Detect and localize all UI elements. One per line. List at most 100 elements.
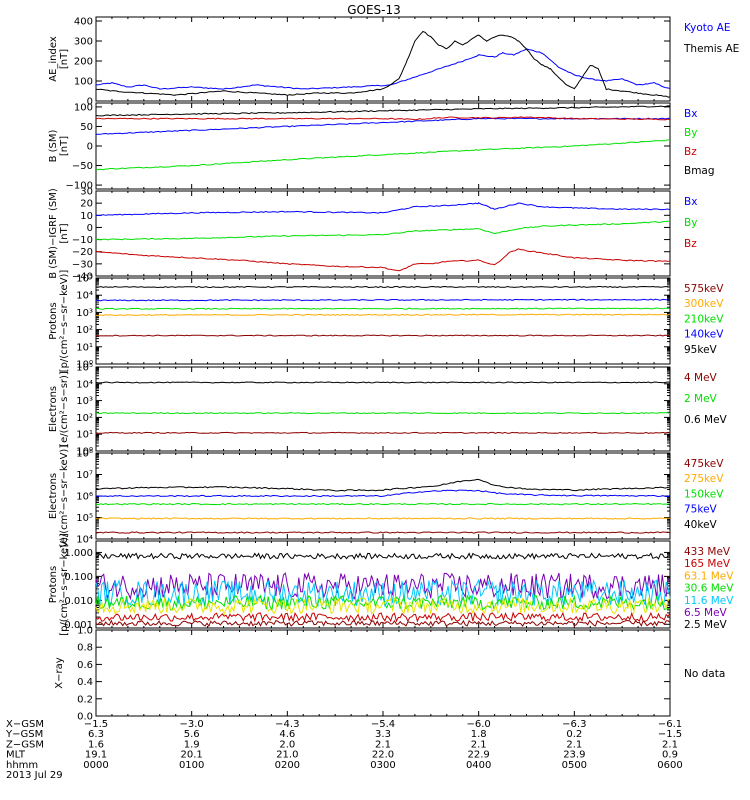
footer-value: 3.3 <box>375 729 391 740</box>
y-tick-label: 30 <box>80 187 93 198</box>
series-protons2-165-mev <box>95 611 671 623</box>
series-ae-themis-ae <box>95 30 671 98</box>
y-tick-label: 100 <box>74 102 93 113</box>
legend-kyoto-ae: Kyoto AE <box>684 22 730 34</box>
footer-value: −6.0 <box>467 719 491 730</box>
y-tick-label: 10³ <box>76 308 93 319</box>
legend-30-6-mev: 30.6 MeV <box>684 583 734 595</box>
series-protons1-210kev <box>96 307 671 310</box>
y-tick-label: 10¹ <box>76 342 93 353</box>
series-protons2-63-1-mev <box>95 596 671 616</box>
footer-value: 21.0 <box>276 750 298 761</box>
legend-bx: Bx <box>684 108 697 120</box>
footer-value: −3.0 <box>180 719 204 730</box>
legend-40kev: 40keV <box>684 519 718 531</box>
legend-2-mev: 2 MeV <box>684 393 718 405</box>
y-tick-label: 200 <box>74 57 93 68</box>
y-axis-label: [e/(cm²−s−sr)] <box>59 371 70 447</box>
footer-value: 0400 <box>466 760 491 771</box>
series-bigrf-by <box>95 220 671 241</box>
series-electrons2-40kev <box>95 478 671 492</box>
footer-row-label: hhmm <box>6 760 38 771</box>
plot-title: GOES-13 <box>347 3 401 17</box>
footer-value: −1.5 <box>84 719 108 730</box>
y-tick-label: 0.8 <box>77 643 93 654</box>
footer-value: −1.5 <box>658 729 682 740</box>
footer-row-label: Z−GSM <box>6 739 44 750</box>
panel-frame-bigrf <box>95 190 671 277</box>
footer-value: 5.6 <box>184 729 200 740</box>
footer-value: 20.1 <box>181 750 203 761</box>
y-tick-label: 10 <box>80 211 93 222</box>
y-tick-label: 0 <box>87 142 93 153</box>
y-tick-label: 0.010 <box>64 596 93 607</box>
series-electrons2-150kev <box>95 502 671 506</box>
footer-value: 2.1 <box>662 739 678 750</box>
footer-value: 2.0 <box>279 739 295 750</box>
footer-value: 1.9 <box>184 739 200 750</box>
legend-63-1-mev: 63.1 MeV <box>684 570 734 582</box>
footer-value: 0100 <box>179 760 204 771</box>
footer-value: 19.1 <box>85 750 107 761</box>
footer-value: 22.9 <box>468 750 490 761</box>
y-axis-label: AE_index <box>48 36 59 82</box>
footer-value: −5.4 <box>371 719 395 730</box>
legend-150kev: 150keV <box>684 488 724 500</box>
legend-575kev: 575keV <box>684 283 724 295</box>
y-axis-label: X−ray <box>54 657 65 688</box>
y-tick-label: 10⁴ <box>76 379 93 390</box>
footer-value: 2.1 <box>566 739 582 750</box>
y-tick-label: 400 <box>74 17 93 28</box>
panel-frame-protons1 <box>95 277 671 365</box>
y-tick-label: 10⁰ <box>76 447 93 458</box>
y-tick-label: 10² <box>76 413 93 424</box>
legend-6-5-mev: 6.5 MeV <box>684 607 728 619</box>
footer-value: 0200 <box>275 760 300 771</box>
y-axis-label: B (SM)−IGRF (SM) <box>48 188 59 279</box>
y-tick-label: −40 <box>72 272 93 283</box>
y-tick-label: 10⁴ <box>76 291 93 302</box>
y-tick-label: 10³ <box>76 396 93 407</box>
y-tick-label: 50 <box>80 122 93 133</box>
y-tick-label: 100 <box>74 77 93 88</box>
footer-value: 1.6 <box>88 739 104 750</box>
legend-475kev: 475keV <box>684 458 724 470</box>
footer-value: 0000 <box>83 760 108 771</box>
footer-value: 2.1 <box>471 739 487 750</box>
series-bsm-bx <box>95 117 671 135</box>
y-tick-label: 20 <box>80 199 93 210</box>
legend-bz: Bz <box>684 146 697 158</box>
legend-300kev: 300keV <box>684 298 724 310</box>
y-tick-label: −50 <box>72 161 93 172</box>
series-bigrf-bz <box>95 248 671 272</box>
legend-by: By <box>684 127 697 139</box>
legend-140kev: 140keV <box>684 329 724 341</box>
series-protons1-575kev <box>95 334 670 337</box>
y-tick-label: 0.4 <box>77 677 93 688</box>
y-tick-label: 0.2 <box>77 694 93 705</box>
y-tick-label: 10² <box>76 325 93 336</box>
y-tick-label: 0.100 <box>64 572 93 583</box>
legend-75kev: 75keV <box>684 504 718 516</box>
footer-value: −4.3 <box>275 719 299 730</box>
y-tick-label: −10 <box>72 235 93 246</box>
y-tick-label: 10⁴ <box>76 535 93 546</box>
y-tick-label: 0 <box>87 223 93 234</box>
legend-4-mev: 4 MeV <box>684 372 718 384</box>
legend-themis-ae: Themis AE <box>683 43 739 55</box>
y-tick-label: 10¹ <box>76 430 93 441</box>
footer-value: 6.3 <box>88 729 104 740</box>
footer-value: 0600 <box>657 760 682 771</box>
y-tick-label: 1.000 <box>64 548 93 559</box>
series-protons1-95kev <box>95 285 671 289</box>
y-tick-label: −100 <box>66 181 93 192</box>
footer-value: 0500 <box>562 760 587 771</box>
y-tick-label: 0.0 <box>77 712 93 723</box>
legend-275kev: 275keV <box>684 473 724 485</box>
series-protons1-140kev <box>95 298 671 302</box>
footer-date: 2013 Jul 29 <box>6 770 63 781</box>
y-axis-label: [nT] <box>59 223 70 243</box>
footer-value: −6.1 <box>658 719 682 730</box>
y-tick-label: 10⁵ <box>76 363 93 374</box>
